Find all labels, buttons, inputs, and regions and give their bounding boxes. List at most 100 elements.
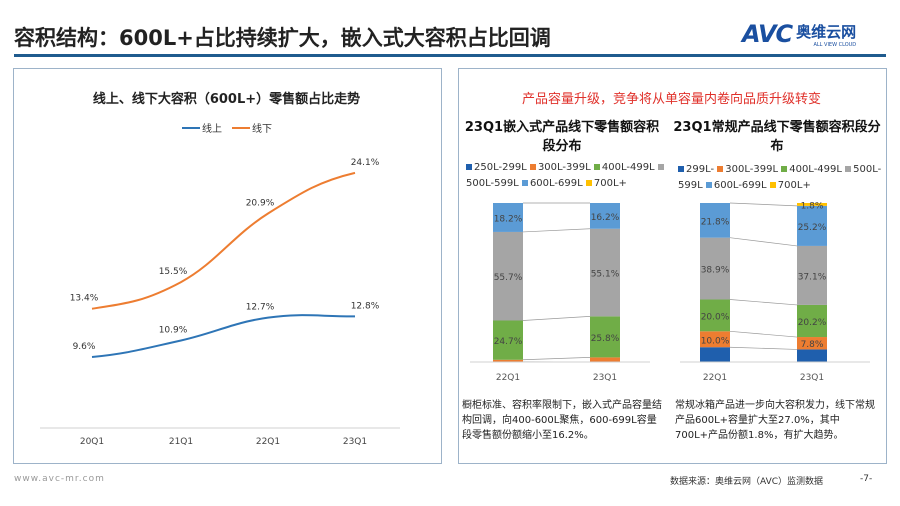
bar-segment-300L-399L xyxy=(700,331,730,348)
bar-segment-600L-699L xyxy=(700,203,730,238)
footer-site: www.avc-mr.com xyxy=(14,474,105,484)
x-tick-label: 22Q1 xyxy=(496,373,520,383)
legend-label: 线上 xyxy=(202,122,222,135)
legend-swatch xyxy=(529,164,536,170)
x-tick-label: 22Q1 xyxy=(256,437,280,447)
data-label: 13.4% xyxy=(70,294,99,304)
bar-segment-400L-499L xyxy=(797,304,827,338)
legend-item: 500L-599L xyxy=(466,162,666,189)
data-label: 37.1% xyxy=(798,272,827,282)
data-label: 7.8% xyxy=(801,340,824,350)
data-label: 25.2% xyxy=(798,223,827,233)
x-tick-label: 20Q1 xyxy=(80,437,104,447)
bar-segment-300L-399L xyxy=(590,357,620,362)
bar-segment-300L-399L xyxy=(797,337,827,350)
series-connector xyxy=(522,228,591,233)
series-line-线上 xyxy=(91,314,356,358)
bar-segment-500L-599L xyxy=(797,245,827,305)
legend-item: 700L+ xyxy=(585,178,627,189)
legend-swatch xyxy=(678,166,684,172)
bar-segment-600L-699L xyxy=(493,203,523,232)
page-number: -7- xyxy=(860,474,873,484)
slide-title: 容积结构：600L+占比持续扩大，嵌入式大容积占比回调 xyxy=(14,26,551,50)
line-chart-title: 线上、线下大容积（600L+）零售额占比走势 xyxy=(92,92,361,107)
x-tick-label: 23Q1 xyxy=(800,373,824,383)
data-label: 25.8% xyxy=(591,334,620,344)
note-embedded: 橱柜标准、容积率限制下，嵌入式产品容量结构回调，向400-600L聚焦，600-… xyxy=(462,400,662,441)
legend-item: 400L-499L xyxy=(593,162,658,173)
data-label: 21.8% xyxy=(701,217,730,227)
logo-cn: 奥维云网 xyxy=(796,22,857,41)
bar-segment-500L-599L xyxy=(700,237,730,300)
legend-item: 300L-399L xyxy=(529,162,594,173)
bar-chart-1-legend: 250L-299L 300L-399L 400L-499L 500L-599L … xyxy=(466,160,666,192)
bar-chart-2-title: 23Q1常规产品线下零售额容积段分布 xyxy=(673,120,881,154)
bar-segment-400L-499L xyxy=(493,320,523,360)
bar-segment-600L-699L xyxy=(590,203,620,229)
data-label: 10.0% xyxy=(701,336,730,346)
data-label: 20.2% xyxy=(798,318,827,328)
data-label: 15.5% xyxy=(159,267,188,277)
data-label: 55.1% xyxy=(591,270,620,280)
series-connector xyxy=(729,237,798,247)
title-divider xyxy=(14,54,886,57)
legend-swatch xyxy=(657,164,664,170)
data-label: 12.7% xyxy=(246,303,275,313)
series-line-线下 xyxy=(91,171,356,310)
data-label: 10.9% xyxy=(159,325,188,335)
legend-swatch xyxy=(769,182,776,188)
legend-swatch xyxy=(521,180,528,186)
data-label: 9.6% xyxy=(73,342,96,352)
x-tick-label: 21Q1 xyxy=(169,437,193,447)
logo-en: ALL VIEW CLOUD xyxy=(813,41,857,48)
data-label: 24.1% xyxy=(351,158,380,168)
bar-segment-400L-499L xyxy=(700,299,730,332)
legend-swatch xyxy=(845,166,852,172)
bar-segment-300L-399L xyxy=(493,359,523,362)
series-connector xyxy=(729,330,798,338)
avc-logo: AVC 奥维云网 ALL VIEW CLOUD xyxy=(742,20,856,48)
bar-chart-2-legend: 299L- 300L-399L 400L-499L 500L-599L 600L… xyxy=(678,162,883,194)
legend-swatch xyxy=(466,164,472,170)
legend-swatch xyxy=(781,166,788,172)
bar-segment-500L-599L xyxy=(590,228,620,317)
legend-item: 300L-399L xyxy=(717,164,781,175)
bar-chart-1-title: 23Q1嵌入式产品线下零售额容积段分布 xyxy=(464,120,660,154)
legend-item: 600L-699L xyxy=(521,178,586,189)
right-headline: 产品容量升级，竞争将从单容量内卷向品质升级转变 xyxy=(521,92,821,107)
legend-swatch xyxy=(585,180,592,186)
logo-brand: AVC xyxy=(742,20,793,48)
series-connector xyxy=(522,316,591,321)
legend-item: 400L-499L xyxy=(781,164,845,175)
x-tick-label: 23Q1 xyxy=(343,437,367,447)
bar-segment-400L-499L xyxy=(590,316,620,358)
legend-swatch xyxy=(593,164,600,170)
legend-item: 299L- xyxy=(678,164,717,175)
legend-item: 700L+ xyxy=(769,180,811,191)
bar-segment-299L- xyxy=(700,347,730,362)
data-label: 16.2% xyxy=(591,213,620,223)
legend-item: 500L-599L xyxy=(678,164,882,191)
bar-segment-299L- xyxy=(797,349,827,362)
data-label: 24.7% xyxy=(494,337,523,347)
x-tick-label: 23Q1 xyxy=(593,373,617,383)
x-tick-label: 22Q1 xyxy=(703,373,727,383)
data-label: 38.9% xyxy=(701,266,730,276)
bar-segment-700L+ xyxy=(797,203,827,206)
data-label: 55.7% xyxy=(494,273,523,283)
series-connector xyxy=(729,299,798,306)
series-connector xyxy=(522,357,591,361)
data-label: 20.0% xyxy=(701,312,730,322)
series-connector xyxy=(729,202,798,207)
bar-segment-600L-699L xyxy=(797,205,827,246)
footer-source: 数据来源：奥维云网（AVC）监测数据 xyxy=(670,477,824,487)
data-label: 12.8% xyxy=(351,301,380,311)
data-label: 20.9% xyxy=(246,198,275,208)
note-regular: 常规冰箱产品进一步向大容积发力，线下常规产品600L+容量扩大至27.0%，其中… xyxy=(675,400,875,441)
legend-label: 线下 xyxy=(252,122,272,135)
left-panel xyxy=(13,68,442,464)
data-label: 18.2% xyxy=(494,214,523,224)
series-connector xyxy=(729,346,798,350)
